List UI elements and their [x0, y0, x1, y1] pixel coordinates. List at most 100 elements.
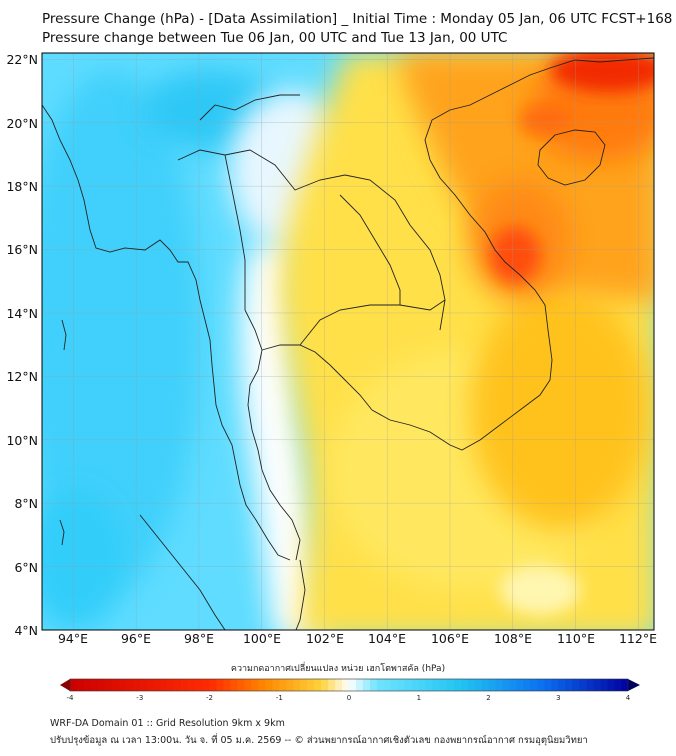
colorbar-segment [369, 679, 378, 691]
colorbar-frame [69, 678, 629, 692]
colorbar-tick: -2 [206, 694, 213, 702]
colorbar-segment [104, 679, 113, 691]
lat-label-18n: 18°N [6, 179, 38, 194]
colorbar-segment [558, 679, 566, 691]
colorbar-segment [181, 679, 189, 691]
colorbar-segment [474, 679, 482, 691]
colorbar-segment [551, 679, 559, 691]
coastlines [42, 57, 654, 630]
colorbar-max-arrow [628, 679, 640, 691]
field-layer [42, 53, 654, 630]
colorbar-segment [537, 679, 545, 691]
colorbar-tick: -4 [66, 694, 74, 702]
colorbar-segment [174, 679, 182, 691]
colorbar-tick: 4 [625, 694, 631, 702]
lon-label-106e: 106°E [430, 631, 469, 646]
colorbar-segment [90, 679, 99, 691]
colorbar-segment [293, 679, 301, 691]
footer-model-info: WRF-DA Domain 01 :: Grid Resolution 9km … [50, 718, 285, 729]
colorbar-segment [258, 679, 266, 691]
colorbar-segment [488, 679, 496, 691]
lat-label-14n: 14°N [6, 306, 38, 321]
colorbar-segment [467, 679, 475, 691]
colorbar-min-arrow [60, 679, 70, 691]
colorbar-segment [523, 679, 531, 691]
colorbar-segment [139, 679, 148, 691]
colorbar-segment [146, 679, 154, 691]
colorbar-segment [272, 679, 280, 691]
colorbar-segment [390, 679, 399, 691]
lon-label-108e: 108°E [493, 631, 532, 646]
colorbar-segment [600, 679, 608, 691]
lon-label-112e: 112°E [618, 631, 657, 646]
colorbar-segment [439, 679, 447, 691]
colorbar-segment [572, 679, 580, 691]
colorbar-segment [621, 679, 629, 691]
colorbar-segment [586, 679, 594, 691]
colorbar-tick: 2 [486, 694, 491, 702]
lon-label-94e: 94°E [57, 631, 89, 646]
lon-label-96e: 96°E [120, 631, 152, 646]
colorbar-segment [209, 679, 217, 691]
lat-label-6n: 6°N [14, 560, 38, 575]
lat-label-10n: 10°N [6, 433, 38, 448]
colorbar-segment [404, 679, 413, 691]
colorbar-tick: 0 [346, 694, 352, 702]
lat-label-22n: 22°N [6, 52, 38, 67]
lat-label-4n: 4°N [14, 623, 38, 638]
colorbar-segment [118, 679, 127, 691]
colorbar-segment [321, 679, 329, 691]
colorbar-segment [83, 679, 92, 691]
colorbar-segment [362, 679, 371, 691]
colorbar-segment [216, 679, 224, 691]
colorbar-segment [237, 679, 245, 691]
chart-subtitle: Pressure change between Tue 06 Jan, 00 U… [42, 30, 508, 46]
colorbar-segment [579, 679, 587, 691]
colorbar-segments [70, 679, 629, 691]
colorbar-segment [328, 679, 336, 691]
colorbar-segment [502, 679, 510, 691]
colorbar-segment [411, 679, 420, 691]
colorbar-segment [223, 679, 231, 691]
colorbar-segment [230, 679, 238, 691]
colorbar-segment [460, 679, 468, 691]
colorbar-segment [425, 679, 433, 691]
colorbar-segment [132, 679, 141, 691]
lat-label-8n: 8°N [14, 496, 38, 511]
colorbar-segment [286, 679, 294, 691]
colorbar-tick: -3 [136, 694, 144, 702]
lon-label-104e: 104°E [367, 631, 406, 646]
colorbar-segment [614, 679, 622, 691]
colorbar-segment [307, 679, 315, 691]
colorbar-segment [160, 679, 168, 691]
colorbar-segment [70, 679, 78, 691]
colorbar-segment [453, 679, 461, 691]
lat-label-20n: 20°N [6, 116, 38, 131]
colorbar-segment [76, 679, 85, 691]
colorbar-segment [376, 679, 385, 691]
lon-label-100e: 100°E [242, 631, 281, 646]
footer-update-credit: ปรับปรุงข้อมูล ณ เวลา 13:00น. วัน จ. ที่… [50, 735, 588, 746]
colorbar-segment [355, 679, 364, 691]
colorbar-segment [167, 679, 175, 691]
lat-label-16n: 16°N [6, 242, 38, 257]
colorbar-segment [314, 679, 322, 691]
colorbar-segment [125, 679, 134, 691]
colorbar-segment [495, 679, 503, 691]
colorbar-segment [607, 679, 615, 691]
colorbar-segment [432, 679, 440, 691]
colorbar-segment [530, 679, 538, 691]
lat-label-12n: 12°N [6, 369, 38, 384]
lon-label-98e: 98°E [183, 631, 215, 646]
chart-title: Pressure Change (hPa) - [Data Assimilati… [42, 11, 673, 27]
colorbar-segment [516, 679, 524, 691]
colorbar-segment [383, 679, 392, 691]
colorbar-tick: 3 [556, 694, 561, 702]
colorbar-segment [279, 679, 287, 691]
colorbar-segment [342, 679, 350, 691]
colorbar-segment [188, 679, 196, 691]
colorbar-segment [335, 679, 343, 691]
colorbar-segment [593, 679, 601, 691]
